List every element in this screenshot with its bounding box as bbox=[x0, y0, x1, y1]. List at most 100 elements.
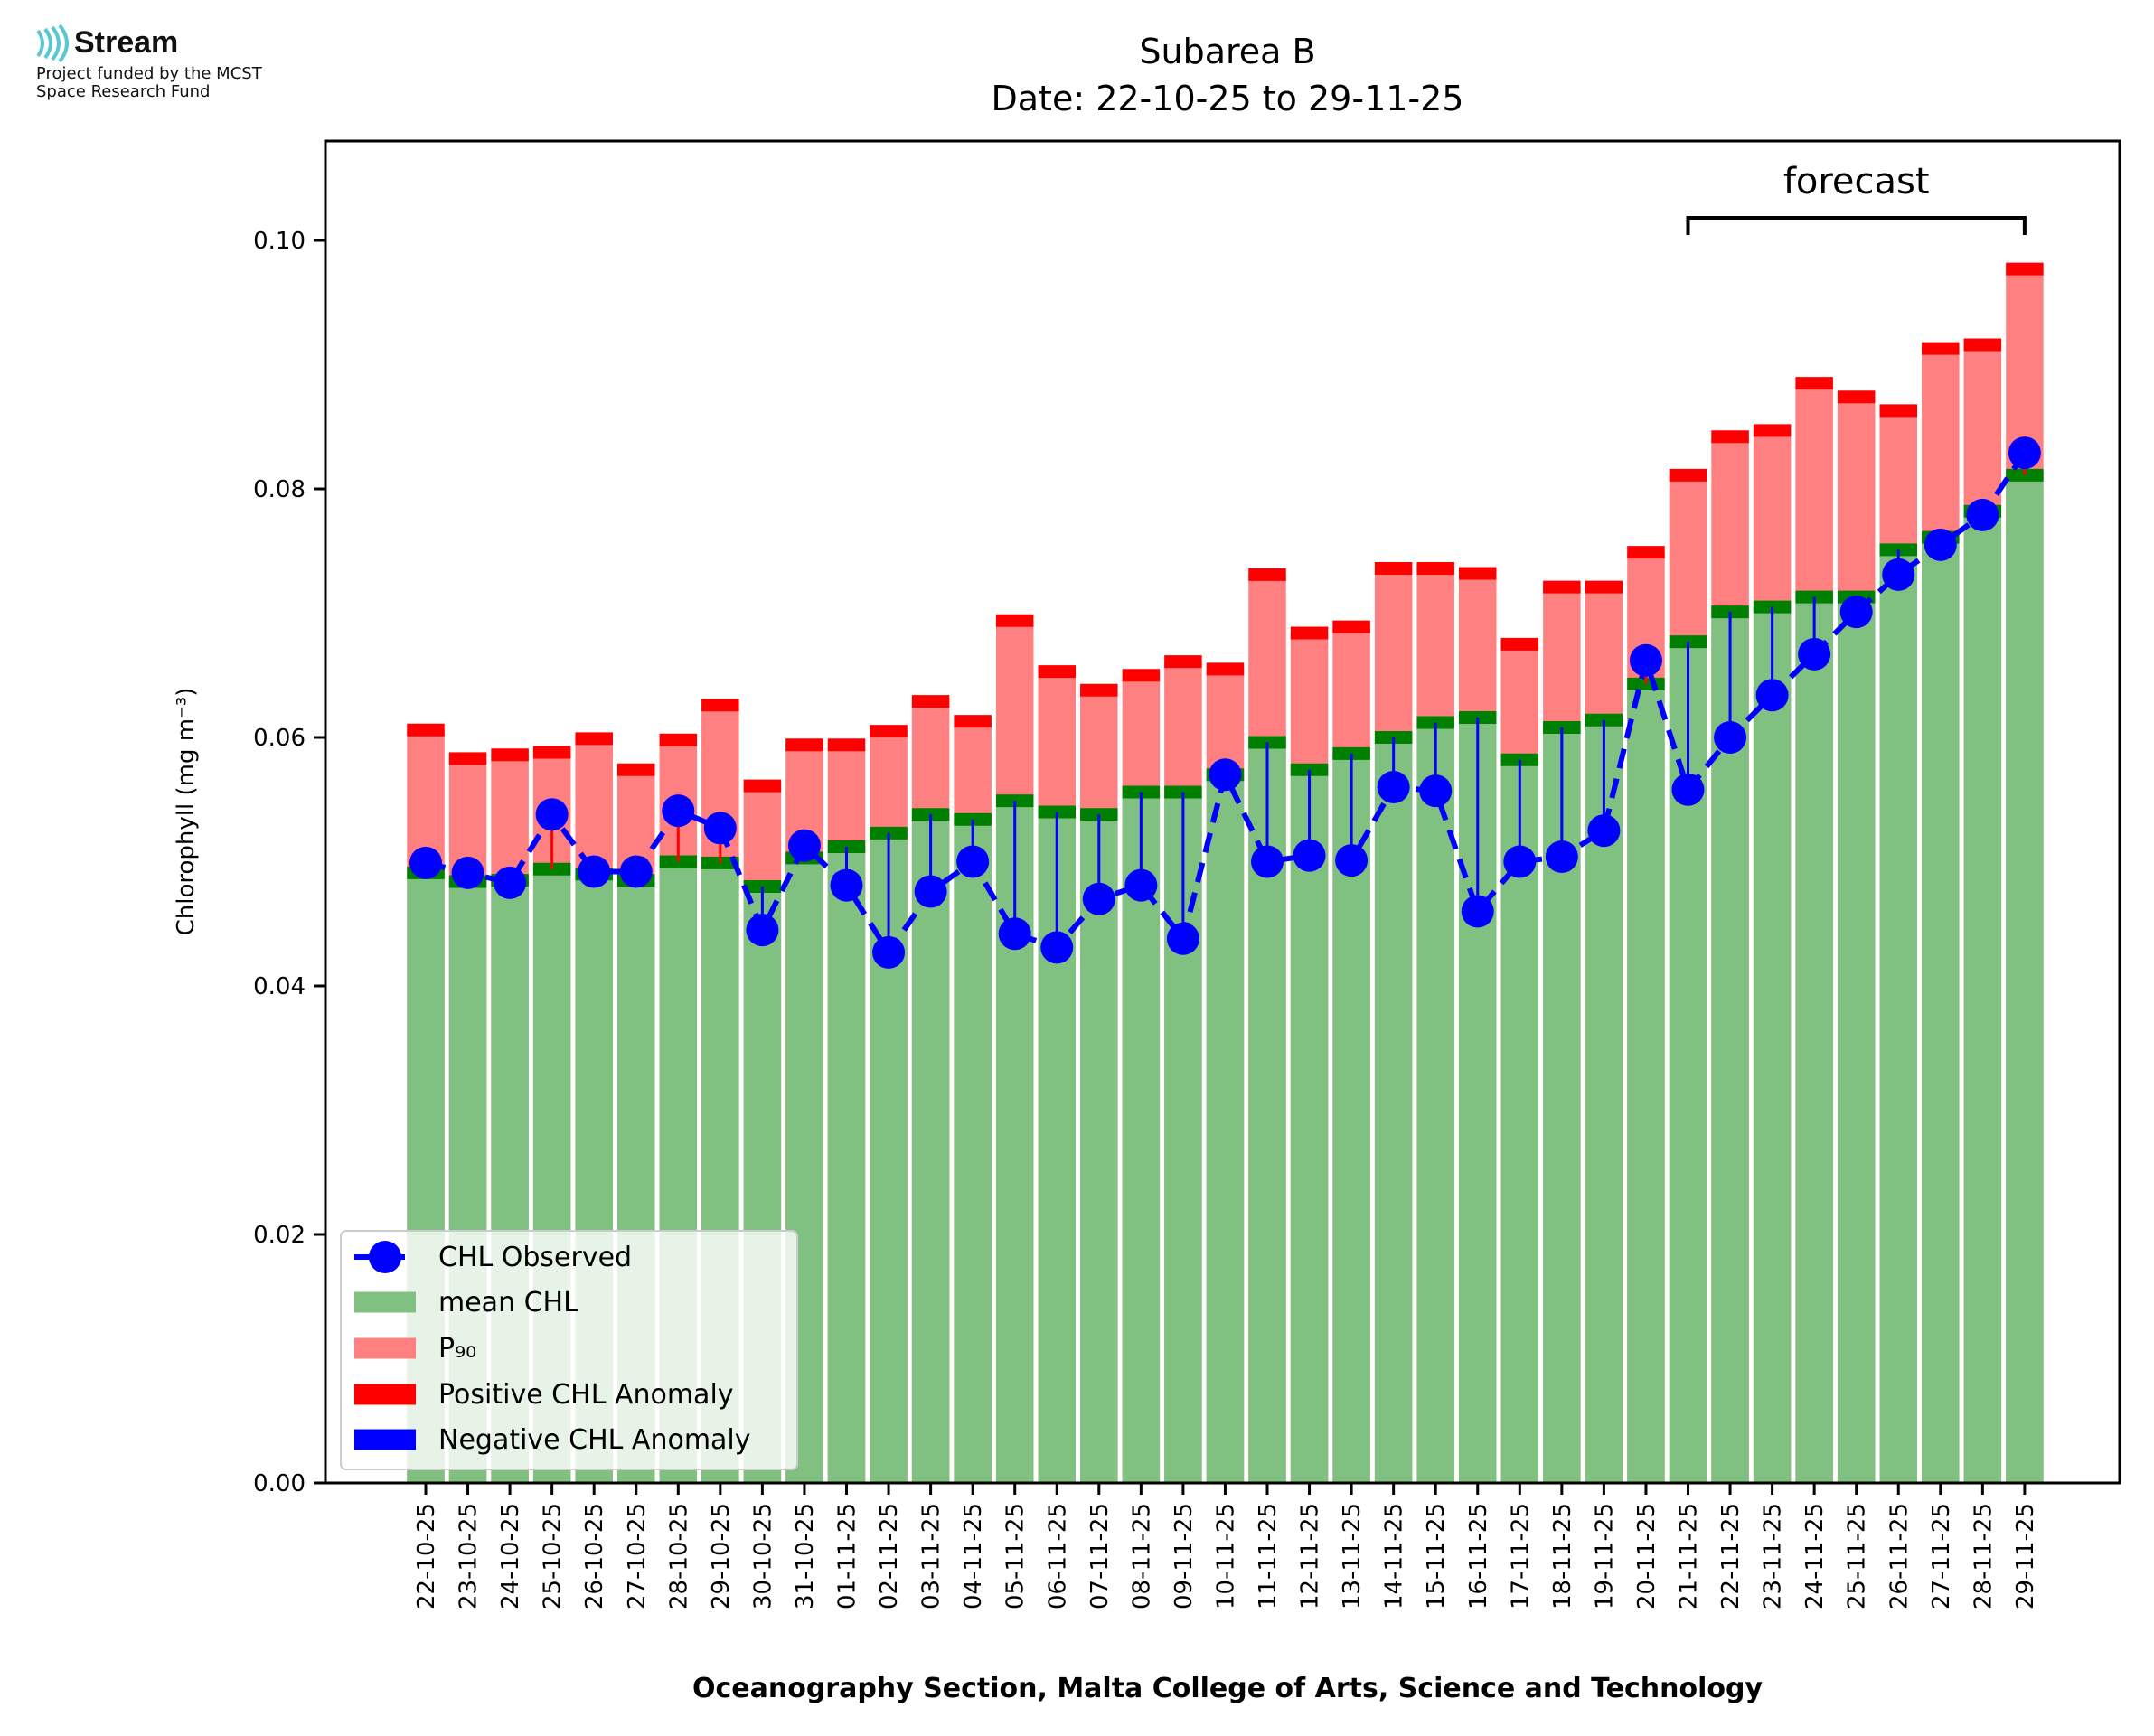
forecast-annotation: forecast bbox=[1686, 161, 2027, 235]
chart-subtitle: Date: 22-10-25 to 29-11-25 bbox=[992, 79, 1464, 118]
mean-bar bbox=[1416, 722, 1454, 1483]
positive-anomaly-marker bbox=[911, 695, 950, 708]
positive-anomaly-marker bbox=[1206, 662, 1245, 676]
x-tick-label: 07-11-25 bbox=[1086, 1503, 1114, 1609]
positive-anomaly-marker bbox=[407, 723, 445, 737]
observed-point bbox=[1335, 844, 1369, 877]
positive-anomaly-marker bbox=[1248, 568, 1286, 581]
mean-bar bbox=[1374, 737, 1413, 1483]
mean-bar bbox=[1963, 511, 2002, 1483]
positive-anomaly-marker bbox=[532, 746, 571, 759]
positive-anomaly-marker bbox=[448, 752, 487, 765]
mean-bar bbox=[954, 819, 992, 1483]
x-tick-label: 08-11-25 bbox=[1128, 1503, 1155, 1609]
observed-point bbox=[2008, 436, 2041, 470]
observed-point bbox=[746, 914, 779, 947]
positive-anomaly-marker bbox=[1080, 683, 1118, 697]
x-tick-label: 19-11-25 bbox=[1591, 1503, 1618, 1609]
observed-point bbox=[1882, 558, 1915, 591]
observed-point bbox=[787, 829, 821, 862]
positive-anomaly-marker bbox=[617, 763, 655, 776]
observed-point bbox=[1798, 637, 1831, 671]
observed-point bbox=[1209, 758, 1242, 792]
axes: 0.00 0.02 0.04 0.06 0.08 0.10 22-10-25 23-10-25… bbox=[253, 228, 2039, 1609]
x-tick-label: 27-10-25 bbox=[624, 1503, 651, 1609]
forecast-bracket bbox=[1686, 216, 2027, 235]
stream-logo-icon bbox=[36, 23, 69, 63]
positive-anomaly-marker bbox=[701, 699, 739, 712]
x-tick-label: 28-11-25 bbox=[1970, 1503, 1997, 1609]
observed-point bbox=[535, 798, 569, 831]
x-tick-label: 04-11-25 bbox=[960, 1503, 987, 1609]
x-tick-label: 31-10-25 bbox=[792, 1503, 819, 1609]
x-tick-label: 14-11-25 bbox=[1381, 1503, 1408, 1609]
positive-anomaly-marker bbox=[1669, 468, 1707, 482]
positive-anomaly-marker bbox=[785, 738, 823, 752]
legend-mean-swatch bbox=[354, 1291, 416, 1313]
positive-anomaly-marker bbox=[659, 733, 698, 746]
observed-point bbox=[662, 794, 695, 828]
mean-bar bbox=[1627, 683, 1665, 1483]
x-tick-label: 28-10-25 bbox=[665, 1503, 692, 1609]
mean-bar bbox=[1206, 774, 1245, 1483]
x-tick-label: 02-11-25 bbox=[876, 1503, 903, 1609]
mean-bar bbox=[1837, 596, 1876, 1483]
x-tick-label: 22-11-25 bbox=[1717, 1503, 1745, 1609]
observed-point bbox=[1040, 931, 1074, 964]
observed-point bbox=[1839, 596, 1873, 629]
y-tick-label: 0.06 bbox=[253, 725, 306, 752]
mean-bar bbox=[2006, 474, 2044, 1483]
x-tick-label: 09-11-25 bbox=[1171, 1503, 1198, 1609]
observed-point bbox=[1293, 839, 1326, 872]
x-tick-label: 15-11-25 bbox=[1423, 1503, 1450, 1609]
x-tick-label: 22-10-25 bbox=[413, 1503, 440, 1609]
positive-anomaly-marker bbox=[1038, 665, 1076, 679]
mean-bar bbox=[1585, 719, 1623, 1483]
legend-mean-label: mean CHL bbox=[438, 1287, 578, 1318]
x-tick-label: 26-10-25 bbox=[581, 1503, 608, 1609]
observed-point bbox=[872, 935, 906, 969]
x-tick-label: 21-11-25 bbox=[1676, 1503, 1703, 1609]
x-tick-label: 29-11-25 bbox=[2012, 1503, 2039, 1609]
observed-point bbox=[830, 868, 863, 902]
legend-box bbox=[340, 1230, 798, 1470]
observed-point bbox=[409, 846, 442, 879]
legend-negative-label: Negative CHL Anomaly bbox=[438, 1424, 751, 1456]
positive-anomaly-marker bbox=[1332, 620, 1370, 633]
positive-anomaly-marker bbox=[1922, 342, 1960, 355]
positive-anomaly-marker bbox=[1585, 580, 1623, 594]
mean-bar bbox=[1753, 606, 1792, 1483]
positive-anomaly-marker bbox=[1753, 424, 1792, 437]
legend-positive-label: Positive CHL Anomaly bbox=[438, 1379, 734, 1411]
mean-bar bbox=[1080, 814, 1118, 1483]
positive-anomaly-marker bbox=[954, 715, 992, 728]
x-tick-label: 23-10-25 bbox=[456, 1503, 483, 1609]
observed-point bbox=[1503, 845, 1537, 878]
stream-logo: Stream Project funded by the MCST Space … bbox=[34, 23, 262, 101]
y-axis-label: Chlorophyll (mg m⁻³) bbox=[173, 688, 200, 936]
observed-point bbox=[703, 812, 737, 845]
mean-bar bbox=[1290, 769, 1329, 1483]
positive-anomaly-marker bbox=[1122, 669, 1161, 682]
x-tick-label: 30-10-25 bbox=[749, 1503, 776, 1609]
positive-anomaly-marker bbox=[1290, 626, 1329, 640]
logo-name: Stream bbox=[74, 25, 179, 60]
x-tick-label: 23-11-25 bbox=[1760, 1503, 1787, 1609]
positive-anomaly-marker bbox=[2006, 262, 2044, 276]
logo-subtitle-line1: Project funded by the MCST bbox=[36, 64, 262, 83]
x-tick-label: 27-11-25 bbox=[1928, 1503, 1955, 1609]
positive-anomaly-marker bbox=[575, 732, 613, 746]
observed-point bbox=[1966, 498, 1999, 531]
observed-point bbox=[1755, 679, 1789, 712]
x-tick-label: 29-10-25 bbox=[708, 1503, 735, 1609]
observed-point bbox=[1166, 922, 1199, 955]
legend-observed-label: CHL Observed bbox=[438, 1242, 632, 1273]
y-tick-label: 0.02 bbox=[253, 1222, 306, 1249]
logo-subtitle: Project funded by the MCST Space Researc… bbox=[36, 65, 362, 101]
x-tick-label: 10-11-25 bbox=[1212, 1503, 1239, 1609]
x-tick-label: 01-11-25 bbox=[834, 1503, 861, 1609]
positive-anomaly-marker bbox=[1711, 430, 1749, 444]
observed-point bbox=[1629, 643, 1662, 677]
mean-bar bbox=[1879, 549, 1917, 1483]
